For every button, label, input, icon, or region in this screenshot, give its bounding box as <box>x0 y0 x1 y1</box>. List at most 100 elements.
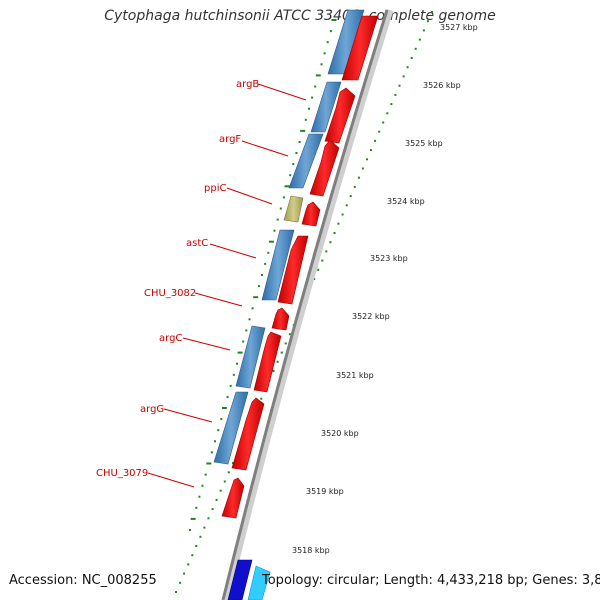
tick-dot <box>175 591 177 593</box>
tick-label: 3522 kbp <box>352 312 390 321</box>
cds-forward-top[interactable] <box>341 15 379 81</box>
tick-dot <box>313 278 316 280</box>
tick-label: 3524 kbp <box>387 197 425 206</box>
tick-dot <box>323 52 326 55</box>
tick-dot <box>210 451 213 454</box>
tick-dot <box>320 63 323 66</box>
tick-label: 3527 kbp <box>440 23 478 32</box>
cds-reverse-argF[interactable] <box>288 133 324 189</box>
cds-cyan-bottom[interactable] <box>247 565 271 600</box>
gene-label[interactable]: astC <box>186 238 208 249</box>
map-title: Cytophaga hutchinsonii ATCC 33406, compl… <box>104 8 496 24</box>
tick-dot <box>370 149 372 152</box>
gene-label[interactable]: argC <box>159 333 182 344</box>
kbp-ticks: 3527 kbp 3526 kbp 3525 kbp 3524 kbp 3523… <box>292 23 478 555</box>
cds-reverse-argG[interactable] <box>213 391 249 465</box>
cds-forward-argG[interactable] <box>231 397 265 471</box>
tick-dot <box>195 506 198 509</box>
tick-dot <box>227 471 230 474</box>
cds-reverse-astC[interactable] <box>261 229 295 301</box>
tick-dot <box>426 20 429 23</box>
tick-dot <box>229 384 232 387</box>
tick-dot <box>326 41 329 44</box>
tick-dot <box>264 262 267 265</box>
tick-dot <box>298 141 301 143</box>
tick-dot <box>280 351 283 354</box>
cds-forward-argF[interactable] <box>309 139 340 197</box>
tick-dot <box>422 29 425 32</box>
cds-reverse-argB[interactable] <box>310 81 342 133</box>
tick-dot <box>402 75 405 78</box>
tick-dot <box>406 66 409 69</box>
tick-dot <box>215 498 218 501</box>
tick-dot <box>418 38 421 41</box>
cds-reverse-argC[interactable] <box>235 325 266 389</box>
tick-dot <box>187 563 190 566</box>
cds-forward-CHU_3082[interactable] <box>271 307 290 331</box>
tick-dot <box>198 495 201 498</box>
tick-dot <box>242 340 245 343</box>
feature-ppiC[interactable] <box>283 195 304 223</box>
tick-dot <box>295 152 298 154</box>
tick-dot <box>276 360 279 363</box>
tick-dot <box>300 129 306 132</box>
tick-dot <box>353 185 356 188</box>
inner-tick-dots <box>189 19 337 531</box>
cds-forward-argB[interactable] <box>324 87 356 144</box>
tick-dot <box>253 296 259 299</box>
tick-dot <box>261 274 263 276</box>
cds-forward-astC[interactable] <box>277 235 309 305</box>
tick-dot <box>267 251 270 254</box>
tick-dot <box>331 19 337 21</box>
gene-features <box>213 9 379 600</box>
tick-dot <box>361 167 364 170</box>
tick-dot <box>345 204 348 207</box>
tick-dot <box>191 554 194 557</box>
tick-dot <box>237 351 243 354</box>
tick-dot <box>390 103 393 106</box>
gene-label[interactable]: argG <box>140 404 164 415</box>
tick-dot <box>282 196 285 199</box>
tick-dot <box>366 158 368 161</box>
tick-dot <box>284 342 287 345</box>
tick-dot <box>410 57 413 59</box>
tick-dot <box>189 529 191 531</box>
tick-dot <box>199 535 202 538</box>
gene-label[interactable]: CHU_3079 <box>96 468 148 479</box>
tick-dot <box>268 240 274 243</box>
tick-dot <box>304 118 307 121</box>
tick-dot <box>311 96 314 99</box>
cds-forward-ppiC[interactable] <box>301 201 321 227</box>
cds-forward-CHU_3079[interactable] <box>221 477 245 519</box>
tick-dot <box>203 526 206 529</box>
tick-dot <box>386 112 389 115</box>
tick-dot <box>272 370 275 372</box>
tick-dot <box>315 74 321 77</box>
tick-dot <box>201 484 204 487</box>
tick-dot <box>219 489 222 492</box>
backbone-shadow <box>222 8 394 600</box>
tick-dot <box>394 93 397 96</box>
tick-label: 3525 kbp <box>405 139 443 148</box>
gene-label[interactable]: ppiC <box>204 183 226 194</box>
backbone <box>221 9 389 600</box>
tick-dot <box>398 84 401 87</box>
cds-forward-argC[interactable] <box>253 331 282 393</box>
gene-label[interactable]: CHU_3082 <box>144 288 196 299</box>
tick-label: 3518 kbp <box>292 546 330 555</box>
accession-text: Accession: NC_008255 <box>9 573 157 588</box>
tick-dot <box>236 362 238 365</box>
gene-label[interactable]: argF <box>219 134 241 145</box>
tick-dot <box>260 397 263 400</box>
tick-label: 3523 kbp <box>370 254 408 263</box>
gene-label[interactable]: argB <box>236 79 259 90</box>
tick-dot <box>314 85 317 88</box>
tick-label: 3526 kbp <box>423 81 461 90</box>
tick-dot <box>206 462 212 465</box>
tick-dot <box>357 176 360 179</box>
tick-dot <box>414 47 417 50</box>
tick-dot <box>431 11 433 13</box>
cds-dark-blue-bottom[interactable] <box>227 559 253 600</box>
tick-dot <box>223 480 226 483</box>
